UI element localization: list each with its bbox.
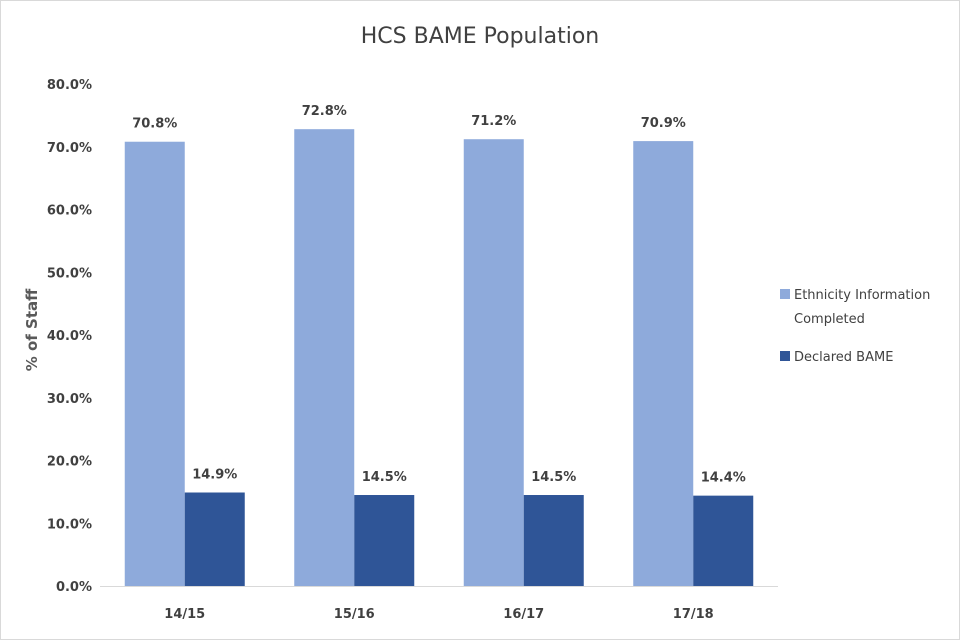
y-tick-label: 60.0% [47,204,92,219]
legend-item: Declared BAME [780,346,950,370]
legend-label: Ethnicity Information Completed [794,288,931,327]
x-tick-label: 16/17 [503,607,544,622]
bar [463,139,524,586]
y-tick-label: 20.0% [47,455,92,470]
legend-item: Ethnicity Information Completed [780,284,950,332]
data-label: 72.8% [302,104,347,119]
y-tick-label: 50.0% [47,266,92,281]
data-label: 14.9% [192,468,237,483]
y-tick-label: 30.0% [47,392,92,407]
x-tick-label: 15/16 [334,607,375,622]
bar [124,141,185,587]
data-label: 71.2% [471,114,516,129]
y-tick-label: 70.0% [47,141,92,156]
data-label: 70.8% [132,117,177,132]
y-tick-label: 10.0% [47,517,92,532]
bar [523,495,584,586]
bar [633,141,694,587]
data-label: 14.4% [701,471,746,486]
x-tick-label: 17/18 [673,607,714,622]
legend-swatch [780,289,790,299]
data-label: 70.9% [641,116,686,131]
bar [354,495,415,586]
y-tick-label: 40.0% [47,329,92,344]
data-label: 14.5% [362,470,407,485]
legend-label: Declared BAME [794,350,894,365]
legend: Ethnicity Information Completed Declared … [780,284,950,384]
bar [693,495,754,586]
chart-title: HCS BAME Population [360,24,600,49]
y-tick-label: 80.0% [47,78,92,93]
y-tick-label: 0.0% [56,580,92,595]
legend-swatch [780,351,790,361]
bar [294,129,355,586]
data-label: 14.5% [531,470,576,485]
x-tick-label: 14/15 [164,607,205,622]
bar [184,492,245,586]
